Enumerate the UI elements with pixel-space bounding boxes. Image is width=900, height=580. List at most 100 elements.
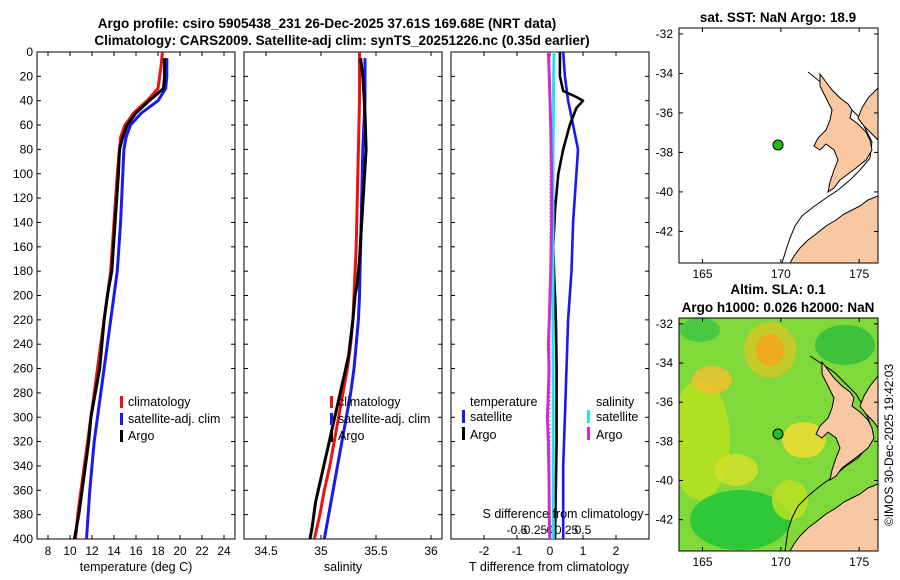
y-tick-label: -34 <box>656 356 674 370</box>
sla-anomaly-patch <box>714 454 758 486</box>
x-tick-label: 24 <box>217 544 231 558</box>
y-tick-label: 80 <box>20 142 34 156</box>
y-tick-label: -42 <box>656 224 674 238</box>
legend-label-satellite: satellite-adj. clim <box>338 412 430 426</box>
x-tick-label: 8 <box>45 544 52 558</box>
x-tick-label: 175 <box>849 555 869 569</box>
y-tick-label: -32 <box>656 317 674 331</box>
sla-argo-marker <box>772 428 784 440</box>
difference-panel: -2 -1 0 1 2-0.5-0.25 0 0.250.5 temperature sat… <box>450 51 650 574</box>
sla-east-coast <box>859 375 878 429</box>
legend-swatch-climatology <box>330 396 333 408</box>
sla-map-panel: Altim. SLA: 0.1 Argo h1000: 0.026 h2000:… <box>656 282 879 569</box>
x-tick-label: 175 <box>849 267 869 281</box>
y-tick-label: 260 <box>13 362 33 376</box>
salinity-lines <box>308 52 368 539</box>
y-tick-label: 280 <box>13 386 33 400</box>
legend-heading-salinity: salinity <box>596 395 635 409</box>
salinity-axis: 34.5 35 35.5 36 <box>244 51 442 558</box>
series-line-t-satellite <box>561 52 580 539</box>
sla-map-frame <box>678 317 879 552</box>
difference-legend: temperature satellite Argo salinity sate… <box>462 395 638 442</box>
y-tick-label: -40 <box>656 474 674 488</box>
y-tick-label: 400 <box>13 532 33 546</box>
legend-swatch-s-satellite <box>587 410 590 423</box>
y-tick-label: 360 <box>13 483 33 497</box>
x-tick-label: 18 <box>151 544 165 558</box>
legend-label-s-argo: Argo <box>596 428 622 442</box>
x-tick-label: 170 <box>771 555 791 569</box>
y-tick-label: -36 <box>656 106 674 120</box>
x-tick-label: 165 <box>692 555 712 569</box>
sla-map-subtitle: Argo h1000: 0.026 h2000: NaN <box>682 300 875 315</box>
series-line-t-argo <box>551 52 585 539</box>
salinity-xlabel: salinity <box>324 560 363 574</box>
sla-anomaly-patch <box>680 318 720 342</box>
x2-tick-label: -0.25 <box>520 523 548 537</box>
y-tick-label: 340 <box>13 459 33 473</box>
sla-anomaly-patch <box>692 366 732 394</box>
salinity-legend: climatology satellite-adj. clim Argo <box>330 395 430 443</box>
legend-swatch-t-satellite <box>462 410 465 423</box>
legend-label-argo: Argo <box>338 429 364 443</box>
legend-label-climatology: climatology <box>338 395 401 409</box>
temperature-legend: climatology satellite-adj. clim Argo <box>120 395 220 443</box>
x-tick-label: 1 <box>580 544 587 558</box>
x2-tick-label: 0.5 <box>575 523 592 537</box>
x-tick-label: 165 <box>692 267 712 281</box>
sst-argo-marker <box>772 139 784 151</box>
sst-map-title: sat. SST: NaN Argo: 18.9 <box>700 10 856 25</box>
series-line-argo <box>72 58 167 539</box>
legend-swatch-t-argo <box>462 427 465 440</box>
t-difference-xlabel: T difference from climatology <box>469 560 630 574</box>
series-line-argo <box>308 57 368 539</box>
y-tick-label: 180 <box>13 264 33 278</box>
s-difference-xlabel: S difference from climatology <box>483 507 645 521</box>
y-tick-label: 0 <box>26 45 33 59</box>
legend-label-satellite: satellite-adj. clim <box>128 412 220 426</box>
y-tick-label: 60 <box>20 118 34 132</box>
x2-tick-label: -0.5 <box>507 523 528 537</box>
x-tick-label: 10 <box>63 544 77 558</box>
legend-swatch-s-argo <box>587 427 590 440</box>
temperature-panel: 0 20 40 60 80 100 120 140 160 180 200 220 240 260 280 3… <box>13 45 236 574</box>
series-line-satellite-adj-clim <box>85 58 169 539</box>
y-tick-label: -40 <box>656 185 674 199</box>
legend-swatch-argo <box>120 430 123 442</box>
sst-map-south-island <box>789 195 878 263</box>
x-tick-label: 35.5 <box>364 544 388 558</box>
y-tick-label: -32 <box>656 27 674 41</box>
temperature-axis: 0 20 40 60 80 100 120 140 160 180 200 220 240 260 280 3… <box>13 45 235 558</box>
sla-anomaly-patch <box>744 322 796 378</box>
temperature-axes-frame <box>36 51 236 540</box>
sst-map-frame <box>678 27 879 264</box>
legend-label-t-argo: Argo <box>470 428 496 442</box>
temperature-xlabel: temperature (deg C) <box>80 560 193 574</box>
sla-south-island <box>789 483 878 551</box>
y-tick-label: 240 <box>13 337 33 351</box>
y-tick-label: 20 <box>20 69 34 83</box>
sla-anomaly-patch <box>690 490 790 550</box>
x-tick-label: 14 <box>107 544 121 558</box>
sla-map-title: Altim. SLA: 0.1 <box>730 282 826 297</box>
legend-swatch-satellite <box>120 413 123 425</box>
y-tick-label: -34 <box>656 66 674 80</box>
series-line-s-satellite <box>551 52 556 539</box>
y-tick-label: 300 <box>13 410 33 424</box>
main-title-line1: Argo profile: csiro 5905438_231 26-Dec-2… <box>98 16 557 31</box>
sla-map-axis: 165 170 175 -32 -34 -36 -38 -40 -42 <box>656 317 878 569</box>
sst-map-panel: sat. SST: NaN Argo: 18.9 165 170 175 -32 -34… <box>656 10 879 281</box>
x-tick-label: 170 <box>771 267 791 281</box>
x-tick-label: 22 <box>195 544 209 558</box>
imos-credit: ©IMOS 30-Dec-2025 19:42:03 <box>882 364 896 527</box>
sla-north-island <box>815 360 875 482</box>
main-title-line2: Climatology: CARS2009. Satellite-adj cli… <box>94 33 589 48</box>
y-tick-label: -38 <box>656 434 674 448</box>
x-tick-label: 20 <box>173 544 187 558</box>
x-tick-label: 16 <box>129 544 143 558</box>
y-tick-label: 120 <box>13 191 33 205</box>
y-tick-label: -42 <box>656 513 674 527</box>
difference-lines <box>545 52 585 539</box>
x-tick-label: -2 <box>479 544 490 558</box>
